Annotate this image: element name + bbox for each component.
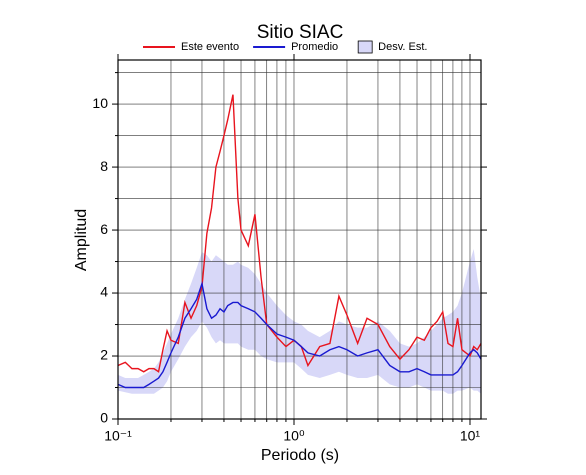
y-tick-label: 0 (100, 410, 108, 426)
x-axis-label: Periodo (s) (261, 447, 339, 464)
x-tick-label: 10⁰ (283, 428, 305, 444)
legend-label: Este evento (181, 41, 239, 53)
y-tick-label: 4 (100, 284, 108, 300)
std-band (118, 248, 481, 394)
legend-swatch (357, 40, 373, 54)
y-tick-label: 10 (92, 95, 108, 111)
legend-label: Promedio (291, 41, 338, 53)
x-tick-label: 10⁻¹ (104, 428, 132, 444)
series-line (117, 280, 482, 389)
y-tick-label: 8 (100, 158, 108, 174)
chart-title: Sitio SIAC (257, 22, 344, 43)
plot-frame (117, 59, 482, 420)
y-tick-label: 2 (100, 347, 108, 363)
y-axis-label: Amplitud (73, 209, 90, 271)
y-tick-label: 6 (100, 221, 108, 237)
legend-label: Desv. Est. (378, 41, 427, 53)
x-tick-label: 10¹ (460, 428, 481, 444)
